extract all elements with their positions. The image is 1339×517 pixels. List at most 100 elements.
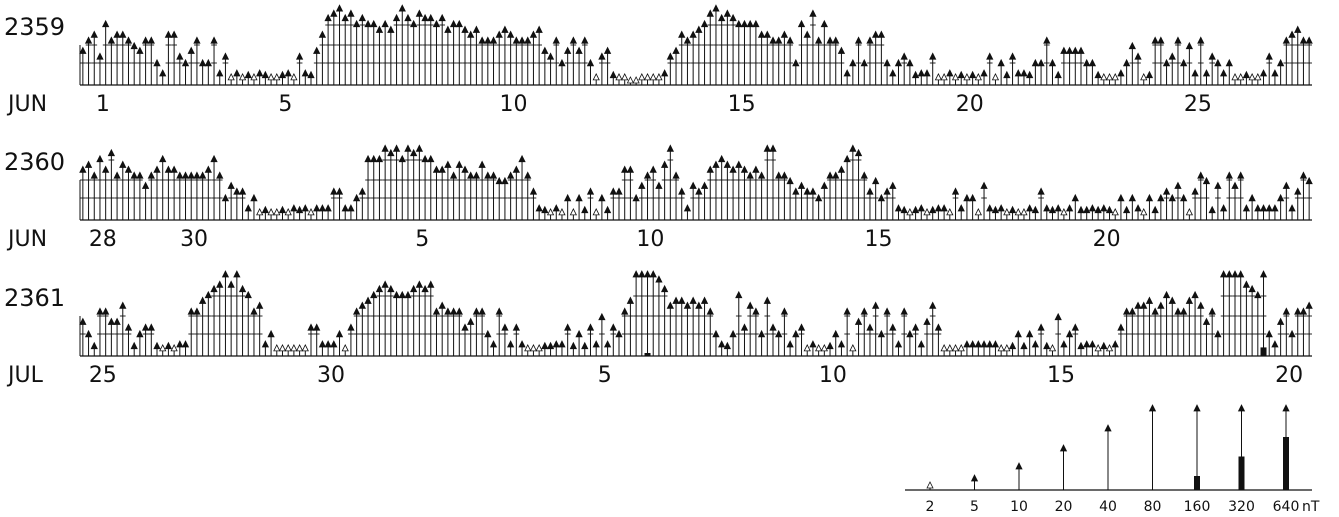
- glyph: [1254, 290, 1262, 356]
- glyph: [352, 193, 361, 220]
- glyph: [866, 36, 874, 85]
- arrow-head: [1003, 70, 1011, 79]
- day-label: 30: [317, 363, 345, 388]
- glyph: [164, 165, 173, 220]
- glyph: [455, 307, 463, 356]
- glyph: [387, 25, 395, 85]
- arrow-head: [792, 187, 800, 195]
- glyph: [438, 165, 446, 220]
- scale-label: 5: [970, 499, 979, 515]
- arrow-head: [1060, 208, 1068, 216]
- glyph: [723, 160, 732, 220]
- arrow-head: [238, 284, 247, 293]
- glyph: [1060, 208, 1068, 220]
- glyph: [204, 290, 212, 356]
- arrow-head: [598, 312, 606, 321]
- arrow-head: [558, 58, 566, 67]
- arrow-head: [290, 344, 298, 352]
- glyph: [632, 193, 640, 220]
- glyph: [444, 25, 452, 85]
- arrow-head: [1128, 193, 1136, 202]
- arrow-head: [655, 73, 663, 81]
- glyph: [1282, 404, 1290, 490]
- arrow-head: [803, 344, 811, 352]
- glyph: [119, 301, 127, 356]
- arrow-head: [341, 13, 349, 22]
- arrow-head: [1043, 204, 1051, 212]
- arrow-head: [102, 19, 110, 28]
- glyph: [963, 193, 971, 220]
- arrow-head: [1026, 329, 1034, 338]
- arrow-head: [284, 69, 292, 77]
- arrow-head: [478, 307, 486, 315]
- arrow-head: [546, 208, 555, 216]
- month-label: JUN: [6, 92, 47, 117]
- glyph: [1014, 69, 1022, 85]
- glyph: [198, 171, 207, 220]
- arrow-head: [227, 181, 235, 189]
- glyph: [797, 19, 806, 85]
- arrow-head: [615, 329, 623, 338]
- arrow-head: [1185, 41, 1194, 50]
- arrow-head: [221, 270, 230, 278]
- arrow-head: [449, 19, 458, 28]
- glyph: [432, 19, 441, 85]
- glyph: [1048, 205, 1057, 220]
- arrow-head: [198, 296, 207, 304]
- glyph: [997, 204, 1005, 220]
- arrow-head: [96, 154, 104, 163]
- arrow-head: [1151, 307, 1159, 315]
- arrow-head: [917, 204, 925, 212]
- glyph: [478, 307, 486, 356]
- arrow-head: [1026, 204, 1034, 212]
- glyph: [295, 52, 304, 85]
- arrow-head: [1271, 69, 1279, 77]
- arrow-head: [278, 70, 287, 79]
- glyph: [410, 19, 418, 85]
- arrow-head: [1100, 73, 1108, 81]
- glyph: [1054, 204, 1062, 220]
- arrow-head: [832, 171, 840, 179]
- arrow-head: [278, 344, 287, 352]
- glyph: [906, 208, 914, 220]
- arrow-head: [512, 165, 520, 173]
- glyph: [261, 340, 270, 356]
- arrow-head: [313, 204, 321, 212]
- arrow-head: [284, 344, 292, 352]
- glyph: [1140, 208, 1148, 220]
- arrow-head: [1111, 340, 1119, 348]
- arrow-head: [1197, 36, 1205, 44]
- glyph: [1003, 344, 1011, 356]
- arrow-head: [1026, 70, 1034, 79]
- glyph: [763, 144, 771, 220]
- glyph: [467, 171, 475, 220]
- arrow-head: [757, 171, 766, 179]
- glyph: [1134, 52, 1142, 85]
- arrow-head: [415, 144, 424, 152]
- arrow-head: [1134, 204, 1142, 212]
- glyph: [187, 307, 195, 356]
- arrow-head: [1094, 205, 1102, 214]
- arrow-head: [1020, 208, 1028, 216]
- glyph: [107, 36, 116, 85]
- glyph: [666, 144, 674, 220]
- glyph: [1145, 70, 1154, 85]
- arrow-head: [695, 187, 703, 195]
- glyph: [290, 73, 298, 85]
- arrow-head: [1151, 205, 1159, 214]
- glyph: [854, 317, 863, 356]
- glyph: [1174, 307, 1182, 356]
- glyph: [102, 307, 110, 356]
- glyph: [524, 344, 532, 356]
- glyph: [455, 19, 463, 85]
- arrow-head: [467, 171, 475, 179]
- arrow-head: [449, 171, 458, 179]
- arrow-head: [398, 4, 406, 12]
- arrow-head: [621, 165, 629, 173]
- arrow-head: [883, 58, 891, 67]
- arrow-head: [318, 30, 327, 38]
- glyph: [136, 329, 144, 356]
- arrow-head: [170, 165, 178, 173]
- arrow-head: [159, 69, 167, 77]
- arrow-head: [792, 58, 800, 67]
